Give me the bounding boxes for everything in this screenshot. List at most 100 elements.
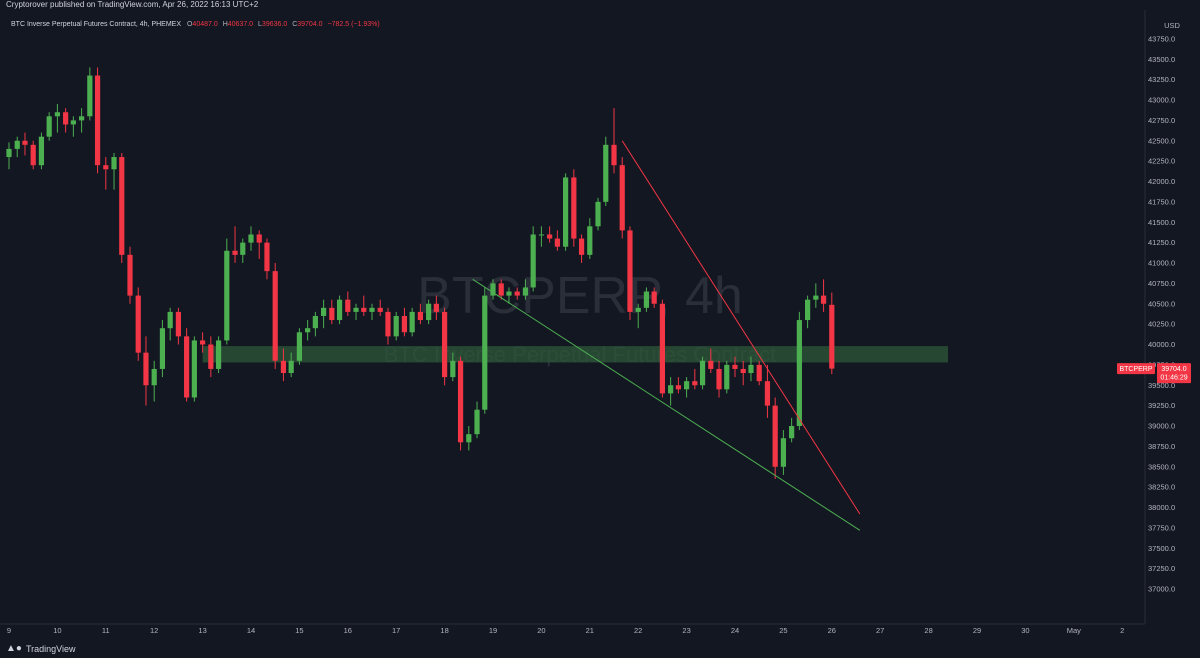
- candle: [442, 307, 448, 386]
- candle: [232, 226, 238, 263]
- candle-body: [716, 368, 722, 390]
- candle-body: [829, 304, 835, 369]
- candle-body: [38, 136, 45, 166]
- candle-body: [813, 295, 819, 300]
- candle-body: [79, 116, 85, 121]
- candle-body: [119, 157, 125, 255]
- candle: [780, 430, 786, 475]
- candle: [433, 295, 439, 321]
- price-tick-label: 41000.0: [1148, 259, 1175, 268]
- candle-body: [538, 234, 544, 236]
- candle-body: [305, 328, 311, 333]
- candle-body: [805, 299, 811, 321]
- price-tick-label: 43250.0: [1148, 75, 1175, 84]
- candle-body: [643, 291, 650, 308]
- candle-body: [699, 360, 706, 386]
- candle-body: [240, 242, 246, 255]
- candle-body: [587, 226, 593, 255]
- price-chart[interactable]: BTCPERP, 4h BTC Inverse Perpetual Future…: [0, 10, 1200, 640]
- candle: [151, 360, 157, 402]
- candle-body: [94, 75, 101, 166]
- time-tick-label: 27: [876, 626, 884, 635]
- time-tick-label: 11: [102, 626, 110, 635]
- candle-body: [54, 112, 60, 117]
- candle: [30, 140, 36, 170]
- candle: [538, 226, 544, 247]
- candle-body: [724, 364, 730, 390]
- candle-body: [191, 340, 197, 398]
- candle: [46, 112, 52, 141]
- candle-body: [563, 177, 569, 247]
- price-tick-label: 43500.0: [1148, 55, 1175, 64]
- candle: [401, 307, 408, 337]
- candle: [6, 142, 12, 170]
- time-axis[interactable]: 9 10 11 12 13 14 15 16 17 18 19 20 21 22 23 24 25 26 27 28 2…: [7, 626, 1124, 635]
- candle: [215, 336, 222, 374]
- price-tag-symbol-box: [1117, 363, 1155, 375]
- time-tick-label: 16: [344, 626, 352, 635]
- price-tick-label: 39000.0: [1148, 422, 1175, 431]
- candle-body: [321, 307, 327, 316]
- candle: [377, 299, 383, 316]
- candle-body: [708, 360, 714, 369]
- candle: [393, 311, 399, 341]
- candle: [619, 157, 625, 239]
- candle-body: [369, 307, 375, 312]
- candle-body: [732, 364, 738, 369]
- candle: [474, 401, 480, 439]
- price-tick-label: 43000.0: [1148, 96, 1175, 105]
- price-tick-label: 41500.0: [1148, 218, 1175, 227]
- candle: [175, 307, 181, 345]
- legend-close-label: C: [292, 21, 297, 28]
- candle-body: [175, 311, 181, 337]
- candle: [732, 356, 738, 378]
- candle: [70, 116, 76, 137]
- candle: [336, 295, 343, 325]
- candle-body: [208, 344, 214, 369]
- candle-body: [232, 250, 238, 255]
- candle-body: [651, 291, 657, 304]
- candle-body: [256, 234, 262, 243]
- candle: [119, 152, 125, 263]
- price-tag-countdown: 01:46:29: [1160, 375, 1187, 382]
- candle: [208, 336, 214, 378]
- candle-body: [450, 360, 456, 378]
- price-tick-label: 38750.0: [1148, 442, 1175, 451]
- candle-body: [627, 230, 633, 312]
- candle: [578, 234, 585, 263]
- candle-body: [30, 144, 36, 166]
- candle: [457, 356, 464, 451]
- candle: [450, 352, 456, 382]
- candle: [184, 328, 190, 402]
- price-tick-label: 42500.0: [1148, 136, 1175, 145]
- time-tick-label: 12: [150, 626, 158, 635]
- candle: [748, 356, 754, 382]
- candle: [143, 336, 149, 406]
- price-tick-label: 37750.0: [1148, 523, 1175, 532]
- candle: [63, 108, 69, 133]
- candle: [369, 303, 375, 321]
- price-tick-label: 40750.0: [1148, 279, 1175, 288]
- candle-body: [756, 364, 762, 382]
- candle: [14, 136, 20, 158]
- candle-body: [296, 332, 302, 361]
- candle: [135, 287, 141, 361]
- candle: [417, 303, 423, 325]
- candle: [256, 230, 262, 259]
- candle-body: [780, 438, 786, 467]
- candle: [94, 67, 101, 174]
- time-tick-label: 10: [53, 626, 61, 635]
- candle-body: [740, 368, 746, 374]
- candle: [22, 132, 28, 156]
- legend-low-label: L: [258, 21, 262, 28]
- time-tick-label: 30: [1021, 626, 1029, 635]
- footer: ▲● TradingView: [0, 640, 1200, 658]
- candle: [482, 287, 488, 414]
- time-tick-label: 9: [7, 626, 11, 635]
- price-tick-label: 42000.0: [1148, 177, 1175, 186]
- candle: [684, 377, 690, 398]
- candle: [547, 226, 553, 243]
- candle: [305, 320, 311, 341]
- time-tick-label: 13: [198, 626, 206, 635]
- footer-brand: TradingView: [25, 644, 76, 654]
